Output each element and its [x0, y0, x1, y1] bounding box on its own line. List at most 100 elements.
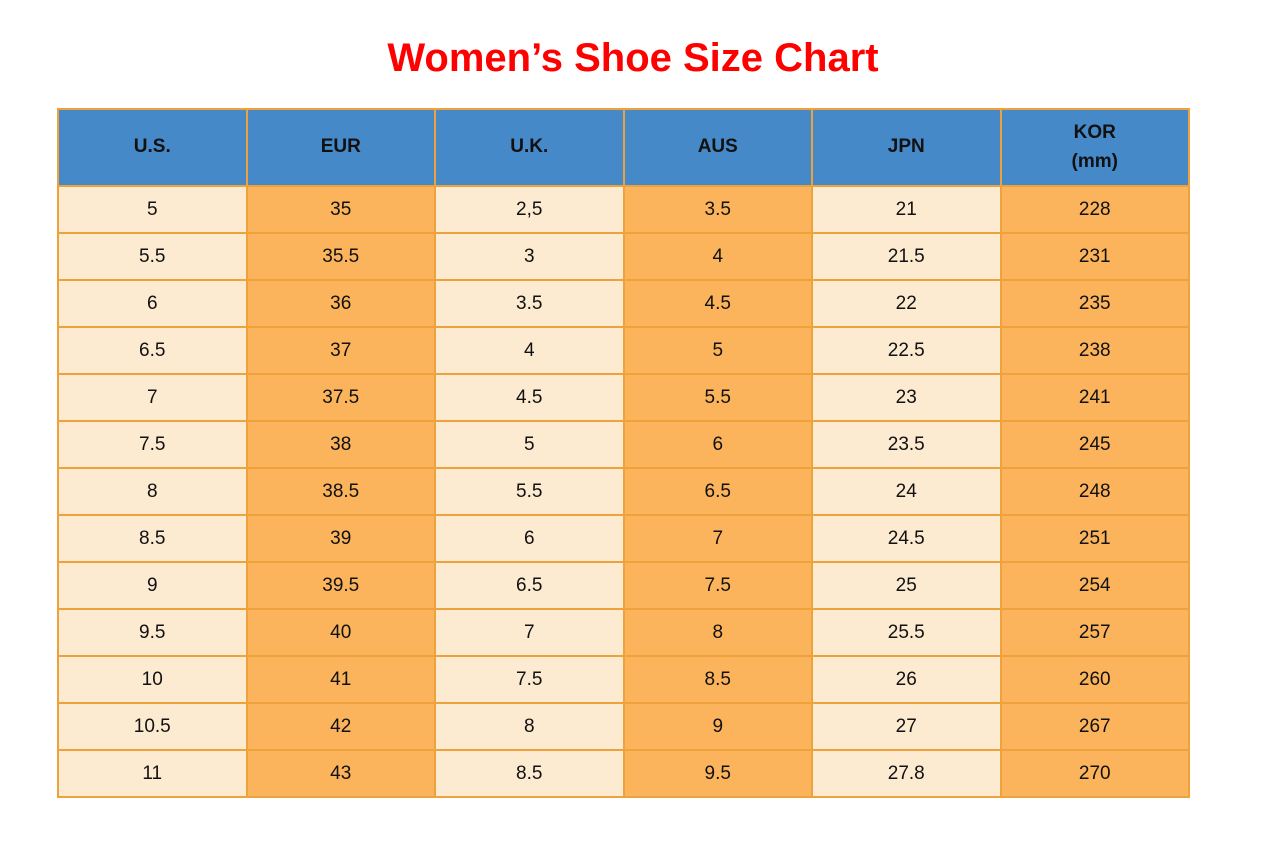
cell-jpn-row-3: 22 [811, 279, 1002, 328]
cell-aus-row-2: 4 [622, 232, 813, 281]
cell-jpn-row-11: 26 [811, 655, 1002, 704]
cell-kor-row-7: 248 [999, 467, 1190, 516]
cell-kor-row-4: 238 [999, 326, 1190, 375]
cell-aus-row-7: 6.5 [622, 467, 813, 516]
cell-kor-row-10: 257 [999, 608, 1190, 657]
cell-us-row-11: 10 [57, 655, 248, 704]
cell-aus-row-4: 5 [622, 326, 813, 375]
table-row: 7.5 38 5 6 23.5 245 [57, 420, 1190, 469]
cell-aus-row-1: 3.5 [622, 185, 813, 234]
column-header-label: EUR [320, 136, 361, 158]
cell-us-row-3: 6 [57, 279, 248, 328]
cell-uk-row-13: 8.5 [434, 749, 625, 798]
cell-eur-row-6: 38 [245, 420, 436, 469]
cell-uk-row-1: 2,5 [434, 185, 625, 234]
cell-aus-row-9: 7.5 [622, 561, 813, 610]
cell-jpn-row-2: 21.5 [811, 232, 1002, 281]
cell-kor-row-3: 235 [999, 279, 1190, 328]
cell-eur-row-12: 42 [245, 702, 436, 751]
table-row: 10 41 7.5 8.5 26 260 [57, 655, 1190, 704]
cell-us-row-13: 11 [57, 749, 248, 798]
cell-us-row-2: 5.5 [57, 232, 248, 281]
page-title: Women’s Shoe Size Chart [387, 36, 879, 80]
cell-aus-row-6: 6 [622, 420, 813, 469]
cell-us-row-7: 8 [57, 467, 248, 516]
cell-eur-row-4: 37 [245, 326, 436, 375]
cell-us-row-6: 7.5 [57, 420, 248, 469]
table-header-row: U.S. EUR U.K. AUS JPN KOR (mm) [57, 108, 1190, 187]
column-header-kor: KOR (mm) [999, 108, 1190, 187]
cell-jpn-row-10: 25.5 [811, 608, 1002, 657]
size-chart-table: U.S. EUR U.K. AUS JPN KOR (mm) 5 35 2,5 3.5 21 228 5… [57, 108, 1190, 798]
cell-jpn-row-9: 25 [811, 561, 1002, 610]
column-header-label: JPN [887, 136, 925, 158]
table-row: 8.5 39 6 7 24.5 251 [57, 514, 1190, 563]
cell-uk-row-9: 6.5 [434, 561, 625, 610]
cell-aus-row-13: 9.5 [622, 749, 813, 798]
cell-aus-row-8: 7 [622, 514, 813, 563]
cell-us-row-1: 5 [57, 185, 248, 234]
cell-kor-row-9: 254 [999, 561, 1190, 610]
cell-us-row-10: 9.5 [57, 608, 248, 657]
cell-kor-row-8: 251 [999, 514, 1190, 563]
column-header-label: KOR [1073, 122, 1116, 143]
cell-uk-row-11: 7.5 [434, 655, 625, 704]
cell-uk-row-10: 7 [434, 608, 625, 657]
column-header-jpn: JPN [811, 108, 1002, 187]
cell-eur-row-9: 39.5 [245, 561, 436, 610]
cell-jpn-row-5: 23 [811, 373, 1002, 422]
table-row: 5 35 2,5 3.5 21 228 [57, 185, 1190, 234]
cell-eur-row-8: 39 [245, 514, 436, 563]
column-header-us: U.S. [57, 108, 248, 187]
cell-uk-row-3: 3.5 [434, 279, 625, 328]
cell-uk-row-7: 5.5 [434, 467, 625, 516]
cell-aus-row-3: 4.5 [622, 279, 813, 328]
cell-kor-row-5: 241 [999, 373, 1190, 422]
column-header-label: U.S. [133, 136, 171, 158]
table-row: 11 43 8.5 9.5 27.8 270 [57, 749, 1190, 798]
column-header-uk: U.K. [434, 108, 625, 187]
table-row: 6 36 3.5 4.5 22 235 [57, 279, 1190, 328]
column-header-sublabel: (mm) [1071, 150, 1118, 172]
cell-us-row-4: 6.5 [57, 326, 248, 375]
column-header-label: AUS [697, 136, 738, 158]
cell-aus-row-5: 5.5 [622, 373, 813, 422]
cell-uk-row-12: 8 [434, 702, 625, 751]
table-row: 8 38.5 5.5 6.5 24 248 [57, 467, 1190, 516]
cell-eur-row-3: 36 [245, 279, 436, 328]
cell-uk-row-6: 5 [434, 420, 625, 469]
column-header-eur: EUR [245, 108, 436, 187]
cell-eur-row-10: 40 [245, 608, 436, 657]
cell-uk-row-2: 3 [434, 232, 625, 281]
cell-eur-row-1: 35 [245, 185, 436, 234]
table-row: 10.5 42 8 9 27 267 [57, 702, 1190, 751]
table-row: 5.5 35.5 3 4 21.5 231 [57, 232, 1190, 281]
cell-aus-row-12: 9 [622, 702, 813, 751]
column-header-label: U.K. [510, 136, 549, 158]
cell-eur-row-11: 41 [245, 655, 436, 704]
column-header-aus: AUS [622, 108, 813, 187]
table-row: 9.5 40 7 8 25.5 257 [57, 608, 1190, 657]
cell-eur-row-7: 38.5 [245, 467, 436, 516]
cell-uk-row-4: 4 [434, 326, 625, 375]
cell-us-row-8: 8.5 [57, 514, 248, 563]
table-header: U.S. EUR U.K. AUS JPN KOR (mm) [57, 108, 1190, 187]
cell-kor-row-12: 267 [999, 702, 1190, 751]
cell-uk-row-5: 4.5 [434, 373, 625, 422]
cell-kor-row-11: 260 [999, 655, 1190, 704]
cell-uk-row-8: 6 [434, 514, 625, 563]
cell-jpn-row-8: 24.5 [811, 514, 1002, 563]
cell-aus-row-10: 8 [622, 608, 813, 657]
cell-jpn-row-4: 22.5 [811, 326, 1002, 375]
cell-jpn-row-7: 24 [811, 467, 1002, 516]
cell-jpn-row-13: 27.8 [811, 749, 1002, 798]
table-row: 9 39.5 6.5 7.5 25 254 [57, 561, 1190, 610]
cell-kor-row-6: 245 [999, 420, 1190, 469]
cell-us-row-12: 10.5 [57, 702, 248, 751]
cell-us-row-9: 9 [57, 561, 248, 610]
cell-us-row-5: 7 [57, 373, 248, 422]
cell-kor-row-13: 270 [999, 749, 1190, 798]
cell-jpn-row-6: 23.5 [811, 420, 1002, 469]
table-row: 7 37.5 4.5 5.5 23 241 [57, 373, 1190, 422]
